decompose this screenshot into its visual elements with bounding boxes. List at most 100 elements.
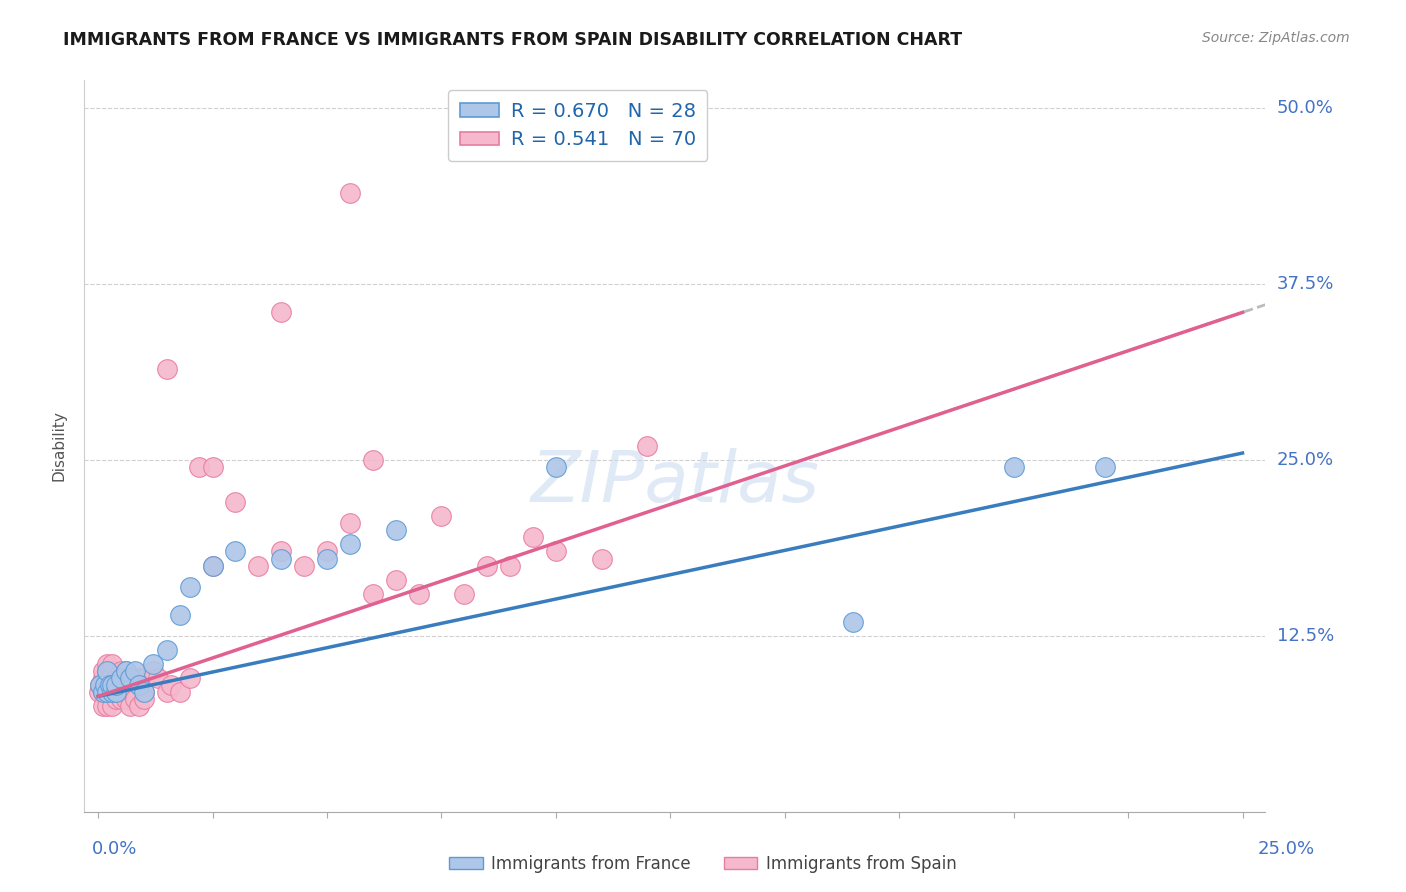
Point [270,305,292,319]
Point [142,664,165,678]
Point [169,685,191,699]
Point [156,685,179,699]
Point [316,544,339,558]
Point [477,558,499,573]
Text: ZIPatlas: ZIPatlas [530,448,820,517]
Point [91,685,114,699]
Point [544,544,567,558]
Text: 12.5%: 12.5% [1277,627,1334,645]
Point [91,699,114,714]
Point [169,607,191,622]
Point [101,699,124,714]
Point [101,685,124,699]
Point [110,664,132,678]
Point [201,460,224,475]
Point [384,524,406,538]
Point [430,509,453,524]
Point [544,460,567,475]
Point [224,495,246,509]
Point [339,537,361,551]
Point [114,678,136,692]
Point [201,558,224,573]
Point [132,692,155,706]
Point [408,587,430,601]
Point [453,587,475,601]
Point [91,685,114,699]
Point [110,678,132,692]
Point [124,692,146,706]
Point [499,558,522,573]
Point [120,699,142,714]
Point [105,678,128,692]
Point [96,657,118,671]
Point [339,186,361,200]
Point [105,678,128,692]
Point [187,460,209,475]
Point [179,671,201,685]
Point [270,544,292,558]
Text: 0.0%: 0.0% [91,840,136,858]
Point [110,671,132,685]
Point [101,685,124,699]
Point [105,685,128,699]
Point [124,671,146,685]
Legend: Immigrants from France, Immigrants from Spain: Immigrants from France, Immigrants from … [443,848,963,880]
Point [101,678,124,692]
Point [94,685,117,699]
Point [160,678,183,692]
Point [89,678,111,692]
Point [292,558,315,573]
Point [142,657,165,671]
Point [361,453,384,467]
Point [339,516,361,531]
Point [591,551,613,566]
Point [201,558,224,573]
Text: 25.0%: 25.0% [1257,840,1315,858]
Point [114,692,136,706]
Point [636,439,658,453]
Point [91,671,114,685]
Point [98,678,121,692]
Point [101,657,124,671]
Point [156,361,179,376]
Point [132,685,155,699]
Point [114,664,136,678]
Point [128,699,150,714]
Point [96,699,118,714]
Point [522,530,544,544]
Point [842,615,865,629]
Text: 25.0%: 25.0% [1277,451,1334,469]
Point [96,685,118,699]
Point [361,587,384,601]
Point [120,671,142,685]
Point [120,685,142,699]
Point [128,678,150,692]
Point [270,551,292,566]
Point [1094,460,1116,475]
Point [179,580,201,594]
Point [105,692,128,706]
Point [96,685,118,699]
Point [247,558,270,573]
Point [94,678,117,692]
Point [101,664,124,678]
Point [124,685,146,699]
Text: Source: ZipAtlas.com: Source: ZipAtlas.com [1202,31,1350,45]
Y-axis label: Disability: Disability [51,410,66,482]
Text: 50.0%: 50.0% [1277,99,1333,118]
Point [101,678,124,692]
Point [156,643,179,657]
Point [128,671,150,685]
Text: 37.5%: 37.5% [1277,276,1334,293]
Point [132,671,155,685]
Point [105,671,128,685]
Point [110,685,132,699]
Point [384,573,406,587]
Point [110,692,132,706]
Point [124,664,146,678]
Point [89,678,111,692]
Point [114,685,136,699]
Text: IMMIGRANTS FROM FRANCE VS IMMIGRANTS FROM SPAIN DISABILITY CORRELATION CHART: IMMIGRANTS FROM FRANCE VS IMMIGRANTS FRO… [63,31,962,49]
Point [114,664,136,678]
Legend: R = 0.670   N = 28, R = 0.541   N = 70: R = 0.670 N = 28, R = 0.541 N = 70 [449,90,707,161]
